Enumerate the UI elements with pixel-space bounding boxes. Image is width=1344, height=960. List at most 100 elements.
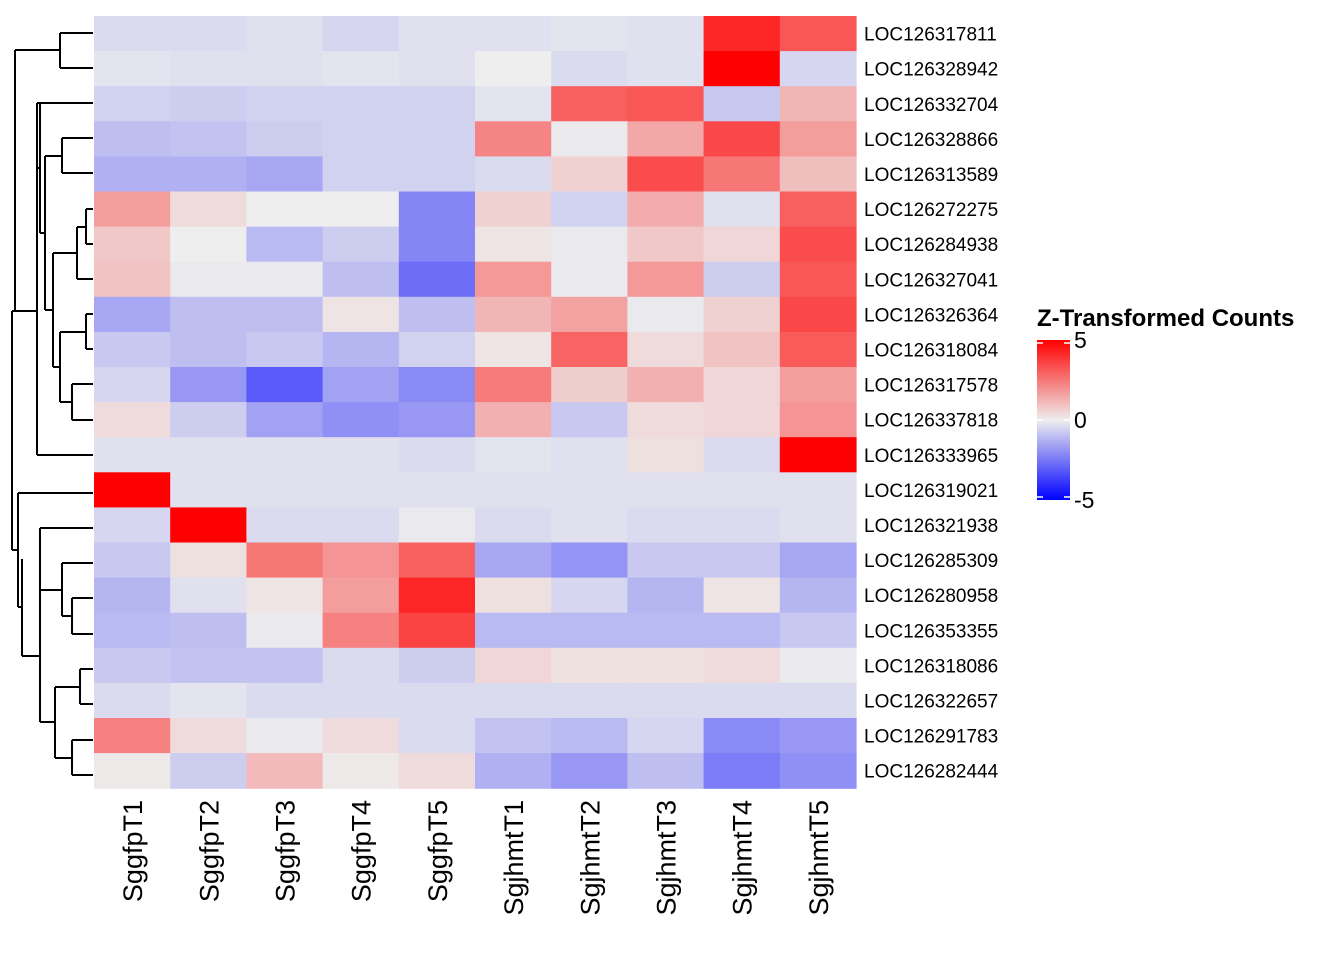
heatmap-cell <box>475 331 552 368</box>
heatmap-cell <box>475 296 552 333</box>
heatmap-cell <box>170 753 247 789</box>
heatmap-cell <box>779 191 857 228</box>
heatmap-cell <box>551 402 628 438</box>
row-label: LOC126321938 <box>864 516 998 537</box>
heatmap-cell <box>475 261 552 298</box>
row-label: LOC126332704 <box>864 95 999 116</box>
heatmap-cell <box>322 718 400 754</box>
row-label: LOC126313589 <box>864 165 998 186</box>
heatmap-cell <box>703 331 781 368</box>
heatmap-cell <box>779 682 857 719</box>
heatmap-cell <box>246 191 324 228</box>
heatmap-cell <box>322 261 400 298</box>
column-label: SgjhmtT2 <box>575 800 605 916</box>
heatmap-cell <box>551 261 628 298</box>
legend-tick-label: 5 <box>1074 327 1087 353</box>
heatmap-cell <box>475 121 552 157</box>
heatmap-cell <box>779 226 857 263</box>
heatmap-cell <box>551 16 628 52</box>
heatmap-cell <box>475 647 552 684</box>
heatmap-cell <box>94 86 171 122</box>
heatmap-cell <box>779 472 857 508</box>
heatmap-cell <box>551 331 628 368</box>
heatmap-cell <box>246 612 324 649</box>
heatmap-cell <box>94 753 171 789</box>
heatmap-cell <box>475 718 552 754</box>
column-label: SggfpT5 <box>423 800 453 902</box>
heatmap-cell <box>475 682 552 719</box>
heatmap-cell <box>94 16 171 52</box>
legend-ticks: 5 0 -5 <box>1037 327 1094 513</box>
heatmap-cell <box>627 612 705 649</box>
heatmap-cell <box>170 86 247 122</box>
heatmap-cell <box>398 612 476 649</box>
heatmap-cell <box>322 507 400 544</box>
heatmap-cell <box>703 261 781 298</box>
heatmap-cell <box>779 51 857 87</box>
row-label: LOC126333965 <box>864 446 998 467</box>
heatmap-cell <box>170 577 247 614</box>
heatmap-cell <box>779 367 857 403</box>
heatmap-cell <box>398 647 476 684</box>
heatmap-cell <box>703 121 781 157</box>
column-label: SggfpT1 <box>118 800 148 902</box>
row-label: LOC126327041 <box>864 270 998 291</box>
heatmap-cell <box>703 156 781 193</box>
heatmap-cell <box>94 226 171 263</box>
heatmap-cell <box>94 647 171 684</box>
heatmap-cell <box>551 718 628 754</box>
heatmap-cell <box>475 226 552 263</box>
heatmap-cell <box>703 472 781 508</box>
row-label: LOC126353355 <box>864 621 998 642</box>
heatmap-cell <box>398 402 476 438</box>
heatmap-cell <box>398 367 476 403</box>
heatmap-cell <box>322 296 400 333</box>
heatmap-cell <box>551 86 628 122</box>
heatmap-cell <box>94 718 171 754</box>
column-label: SgjhmtT3 <box>652 800 682 916</box>
heatmap-cell <box>94 191 171 228</box>
heatmap-cell <box>475 542 552 579</box>
heatmap-cell <box>94 51 171 87</box>
row-label: LOC126317578 <box>864 376 998 397</box>
heatmap-cell <box>551 156 628 193</box>
heatmap-cell <box>627 682 705 719</box>
heatmap-cell <box>246 261 324 298</box>
heatmap-cell <box>170 647 247 684</box>
heatmap-cell <box>475 437 552 473</box>
heatmap-cell <box>551 367 628 403</box>
heatmap-cell <box>627 367 705 403</box>
heatmap-cell <box>398 472 476 508</box>
heatmap-cell <box>703 718 781 754</box>
row-label: LOC126317811 <box>864 25 997 46</box>
row-label: LOC126337818 <box>864 411 998 432</box>
heatmap-cell <box>551 682 628 719</box>
heatmap-cell <box>246 718 324 754</box>
heatmap-cell <box>475 507 552 544</box>
heatmap-cell <box>322 612 400 649</box>
heatmap-cell <box>170 437 247 473</box>
heatmap-cell <box>94 331 171 368</box>
column-label: SgjhmtT4 <box>728 800 758 916</box>
heatmap-cell <box>398 542 476 579</box>
heatmap-cell <box>703 612 781 649</box>
heatmap-cell <box>779 16 857 52</box>
heatmap-cell <box>703 647 781 684</box>
heatmap-cell <box>779 86 857 122</box>
heatmap-cell <box>170 402 247 438</box>
heatmap-cell <box>627 86 705 122</box>
heatmap-cell <box>246 753 324 789</box>
heatmap-cell <box>170 507 247 544</box>
column-label: SggfpT3 <box>271 800 301 902</box>
heatmap-cell <box>398 507 476 544</box>
heatmap-cell <box>170 296 247 333</box>
heatmap-cell <box>627 331 705 368</box>
heatmap-cell <box>246 367 324 403</box>
heatmap-cell <box>322 753 400 789</box>
heatmap-cell <box>703 296 781 333</box>
heatmap-cell <box>246 682 324 719</box>
row-label: LOC126328942 <box>864 60 998 81</box>
row-label: LOC126318086 <box>864 656 998 677</box>
heatmap-cell <box>627 261 705 298</box>
heatmap-cell <box>170 612 247 649</box>
